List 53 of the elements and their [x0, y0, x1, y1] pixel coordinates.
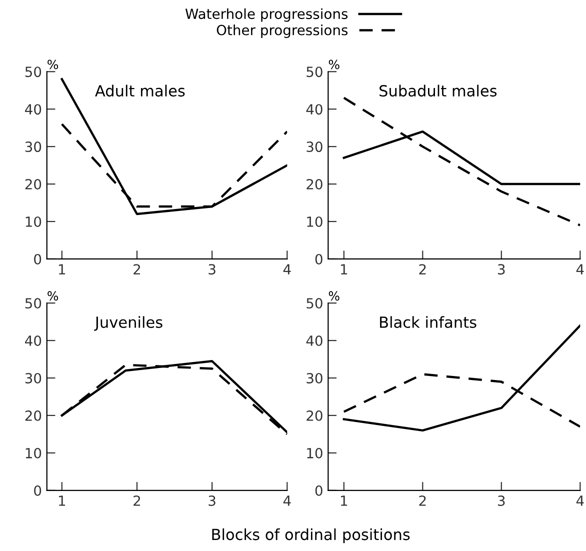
- y-tick-label: 0: [315, 254, 322, 264]
- y-tick-label: 0: [34, 254, 42, 264]
- x-tick-label: 4: [283, 264, 291, 274]
- legend-label: Other progressions: [216, 24, 348, 38]
- y-tick-label: 0: [315, 485, 322, 496]
- y-tick-label: 10: [26, 448, 42, 458]
- y-tick-label: 10: [26, 216, 42, 227]
- y-tick-label: 30: [25, 372, 42, 384]
- y-tick-label: 50: [25, 298, 42, 309]
- y-tick-label: 50: [306, 298, 322, 309]
- y-tick-label: 30: [25, 142, 42, 152]
- legend-label: Waterhole progressions: [185, 8, 348, 22]
- y-tick-label: 20: [25, 410, 42, 421]
- line-series: [342, 96, 580, 226]
- x-tick-label: 3: [498, 495, 505, 506]
- x-tick-label: 1: [341, 496, 348, 506]
- y-tick-label: 10: [307, 216, 322, 227]
- line-series: [60, 78, 288, 216]
- y-tick-label: 30: [306, 142, 322, 152]
- x-tick-label: 4: [576, 496, 584, 506]
- x-tick-label: 4: [576, 264, 584, 274]
- y-tick-label: 20: [306, 410, 322, 421]
- x-tick-label: 3: [498, 264, 505, 275]
- y-axis-title: %: [328, 60, 340, 70]
- y-tick-label: 0: [34, 485, 42, 496]
- y-tick-label: 30: [306, 372, 322, 384]
- text: Adult males: [95, 84, 185, 97]
- text: Black infants: [380, 316, 476, 328]
- y-tick-label: 40: [25, 335, 42, 346]
- text: Juveniles: [94, 316, 162, 331]
- x-tick-label: 1: [59, 496, 66, 506]
- x-tick-label: 3: [208, 264, 216, 275]
- x-tick-label: 1: [341, 264, 348, 274]
- x-axis-title: Blocks of ordinal positions: [212, 528, 410, 544]
- x-tick-label: 1: [59, 264, 66, 274]
- x-tick-label: 2: [134, 264, 140, 274]
- y-tick-label: 20: [25, 179, 42, 190]
- y-axis-title: %: [48, 60, 58, 70]
- y-tick-label: 40: [306, 335, 322, 346]
- y-tick-label: 40: [306, 104, 322, 115]
- x-tick-label: 3: [208, 495, 216, 506]
- y-axis-title: %: [328, 291, 340, 301]
- y-tick-label: 50: [306, 66, 322, 78]
- text: Subadult males: [380, 84, 497, 97]
- x-tick-label: 2: [134, 495, 140, 506]
- x-tick-label: 2: [419, 264, 426, 274]
- y-tick-label: 40: [25, 104, 42, 115]
- x-tick-label: 2: [419, 495, 426, 506]
- y-tick-label: 50: [25, 66, 42, 78]
- y-axis-title: %: [48, 291, 58, 301]
- y-tick-label: 20: [306, 179, 322, 190]
- x-tick-label: 4: [283, 496, 291, 506]
- y-tick-label: 10: [307, 448, 322, 458]
